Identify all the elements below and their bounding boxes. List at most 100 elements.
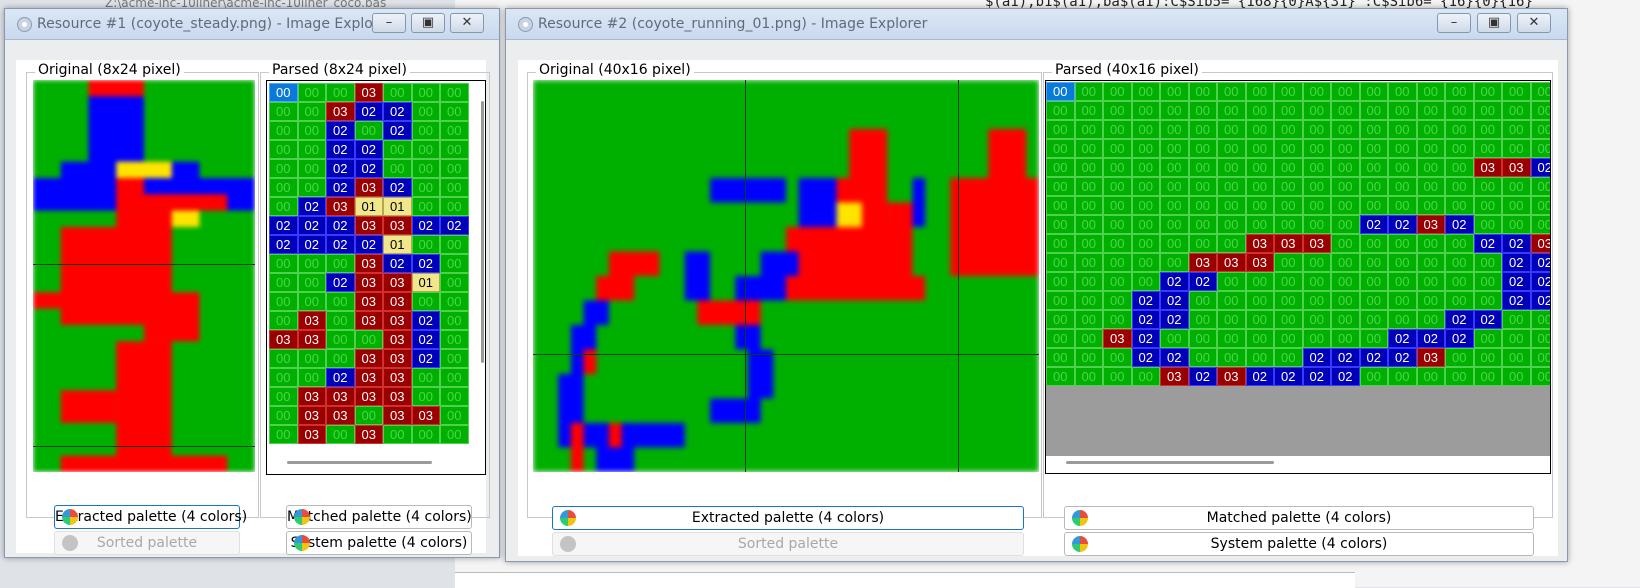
parsed-cell[interactable]: 02: [1302, 348, 1331, 367]
parsed-cell[interactable]: 00: [1074, 196, 1103, 215]
parsed-cell[interactable]: 02: [1131, 310, 1160, 329]
parsed-cell[interactable]: 00: [1188, 139, 1217, 158]
parsed-cell[interactable]: 00: [440, 368, 469, 387]
parsed-cell[interactable]: 02: [1530, 291, 1550, 310]
parsed-cell[interactable]: 00: [1445, 177, 1474, 196]
parsed-cell[interactable]: 02: [1445, 215, 1474, 234]
parsed-cell[interactable]: 00: [297, 273, 326, 292]
parsed-cell[interactable]: 00: [1302, 272, 1331, 291]
parsed-cell[interactable]: 00: [1074, 272, 1103, 291]
parsed-cell[interactable]: 00: [1302, 120, 1331, 139]
parsed-cell[interactable]: 00: [1388, 253, 1417, 272]
parsed-cell[interactable]: 00: [1217, 215, 1246, 234]
parsed-cell[interactable]: 00: [411, 368, 440, 387]
parsed-cell[interactable]: 00: [1074, 253, 1103, 272]
parsed-cell[interactable]: 02: [326, 235, 355, 254]
parsed-cell[interactable]: 03: [1416, 348, 1445, 367]
parsed-cell[interactable]: 00: [1416, 253, 1445, 272]
parsed-cell[interactable]: 00: [1502, 101, 1531, 120]
parsed-cell[interactable]: 00: [1331, 253, 1360, 272]
parsed-cell[interactable]: 00: [1074, 139, 1103, 158]
parsed-cell[interactable]: 00: [1217, 234, 1246, 253]
parsed-cell[interactable]: 00: [1502, 82, 1531, 101]
parsed-cell[interactable]: 00: [1217, 196, 1246, 215]
parsed-cell[interactable]: 03: [326, 387, 355, 406]
parsed-cell[interactable]: 03: [354, 254, 383, 273]
parsed-cell[interactable]: 02: [1388, 215, 1417, 234]
parsed-cell[interactable]: 02: [297, 197, 326, 216]
parsed-cell[interactable]: 03: [1416, 215, 1445, 234]
parsed-cell[interactable]: 03: [354, 425, 383, 444]
matched-palette-button[interactable]: Matched palette (4 colors): [286, 505, 472, 529]
parsed-cell[interactable]: 00: [354, 121, 383, 140]
parsed-cell[interactable]: 03: [383, 292, 412, 311]
parsed-cell[interactable]: 02: [1131, 291, 1160, 310]
parsed-cell[interactable]: 00: [1131, 139, 1160, 158]
parsed-cell[interactable]: 01: [383, 235, 412, 254]
parsed-cell[interactable]: 02: [326, 273, 355, 292]
parsed-cell[interactable]: 00: [326, 425, 355, 444]
parsed-cell[interactable]: 00: [1331, 139, 1360, 158]
parsed-cell[interactable]: 02: [1188, 272, 1217, 291]
parsed-cell[interactable]: 02: [1473, 310, 1502, 329]
system-palette-button[interactable]: System palette (4 colors): [286, 531, 472, 555]
parsed-cell[interactable]: 00: [1074, 329, 1103, 348]
parsed-cell[interactable]: 00: [1160, 215, 1189, 234]
parsed-cell[interactable]: 00: [1388, 101, 1417, 120]
parsed-cell[interactable]: 00: [1331, 215, 1360, 234]
parsed-cell[interactable]: 00: [411, 159, 440, 178]
parsed-cell[interactable]: 00: [1445, 120, 1474, 139]
parsed-cell[interactable]: 00: [1274, 348, 1303, 367]
parsed-cell[interactable]: 00: [1074, 215, 1103, 234]
parsed-cell[interactable]: 02: [326, 159, 355, 178]
parsed-cell[interactable]: 00: [1473, 82, 1502, 101]
parsed-cell[interactable]: 00: [1359, 310, 1388, 329]
parsed-cell[interactable]: 00: [440, 197, 469, 216]
parsed-cell[interactable]: 00: [297, 102, 326, 121]
parsed-cell[interactable]: 00: [1359, 196, 1388, 215]
parsed-cell[interactable]: 00: [1445, 367, 1474, 386]
parsed-cell[interactable]: 02: [1445, 310, 1474, 329]
parsed-cell[interactable]: 00: [1388, 139, 1417, 158]
parsed-cell[interactable]: 03: [383, 330, 412, 349]
parsed-cell[interactable]: 02: [440, 216, 469, 235]
parsed-cell[interactable]: 00: [1502, 329, 1531, 348]
window-1-titlebar[interactable]: Resource #1 (coyote_steady.png) - Image …: [5, 9, 499, 40]
parsed-cell[interactable]: 01: [411, 273, 440, 292]
parsed-cell[interactable]: 00: [1388, 272, 1417, 291]
parsed-cell[interactable]: 03: [354, 368, 383, 387]
parsed-cell[interactable]: 00: [1274, 291, 1303, 310]
parsed-cell[interactable]: 00: [1245, 82, 1274, 101]
parsed-cell[interactable]: 00: [1331, 120, 1360, 139]
parsed-cell[interactable]: 00: [411, 83, 440, 102]
parsed-cell[interactable]: 00: [440, 140, 469, 159]
parsed-cell[interactable]: 00: [1331, 101, 1360, 120]
parsed-cell[interactable]: 00: [1502, 215, 1531, 234]
parsed-cell[interactable]: 00: [1445, 272, 1474, 291]
parsed-cell[interactable]: 00: [1131, 367, 1160, 386]
parsed-cell[interactable]: 02: [1530, 272, 1550, 291]
parsed-cell[interactable]: 03: [354, 387, 383, 406]
parsed-cell[interactable]: 00: [1388, 234, 1417, 253]
sorted-palette-button[interactable]: Sorted palette: [552, 532, 1024, 556]
parsed-cell[interactable]: 00: [411, 121, 440, 140]
parsed-cell[interactable]: 00: [1160, 234, 1189, 253]
parsed-cell[interactable]: 00: [1103, 310, 1132, 329]
parsed-cell[interactable]: 00: [411, 292, 440, 311]
parsed-cell[interactable]: 00: [1359, 101, 1388, 120]
parsed-cell[interactable]: 00: [1046, 101, 1075, 120]
parsed-cell[interactable]: 00: [1103, 196, 1132, 215]
parsed-cell[interactable]: 00: [1103, 101, 1132, 120]
parsed-cell[interactable]: 00: [1416, 120, 1445, 139]
parsed-cell[interactable]: 00: [1302, 82, 1331, 101]
parsed-cell[interactable]: 00: [1530, 82, 1550, 101]
parsed-cell[interactable]: 00: [297, 254, 326, 273]
parsed-cell[interactable]: 00: [1473, 291, 1502, 310]
parsed-cell[interactable]: 00: [1445, 196, 1474, 215]
parsed-cell[interactable]: 02: [1359, 215, 1388, 234]
parsed-cell[interactable]: 00: [1388, 177, 1417, 196]
parsed-cell[interactable]: 00: [1473, 139, 1502, 158]
parsed-cell[interactable]: 00: [1530, 177, 1550, 196]
parsed-cell[interactable]: 00: [297, 292, 326, 311]
parsed-cell[interactable]: 00: [1274, 272, 1303, 291]
